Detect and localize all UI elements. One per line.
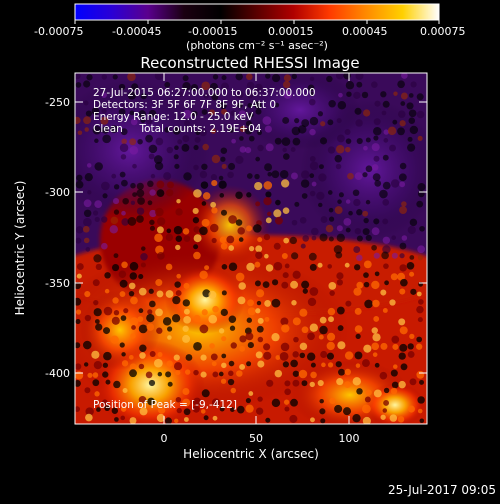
y-tick-label: -250 [45, 96, 70, 109]
x-axis-label: Heliocentric X (arcsec) [183, 447, 319, 461]
colorbar: -0.00075 -0.00045 -0.00015 0.00015 0.000… [34, 3, 466, 52]
colorbar-tick-labels: -0.00075 -0.00045 -0.00015 0.00015 0.000… [34, 25, 466, 38]
colorbar-tick-label: -0.00045 [112, 25, 161, 38]
colorbar-tick-label: 0.00045 [342, 25, 388, 38]
clean-counts-text: Clean Total counts: 2.19E+04 [93, 123, 262, 135]
peak-position-text: Position of Peak = [-9,-412] [93, 399, 237, 411]
colorbar-tick-label: -0.00075 [34, 25, 83, 38]
colorbar-tick-label: -0.00015 [188, 25, 237, 38]
colorbar-tick-label: 0.00015 [268, 25, 314, 38]
time-range-text: 27-Jul-2015 06:27:00.000 to 06:37:00.000 [93, 87, 316, 99]
plot-title: Reconstructed RHESSI Image [140, 54, 359, 72]
rhessi-image [75, 73, 427, 424]
colorbar-tick-label: 0.00075 [420, 25, 466, 38]
y-tick-label: -300 [45, 186, 70, 199]
y-tick-labels: -250 -300 -350 -400 [45, 96, 70, 380]
x-axis [163, 73, 350, 424]
colorbar-strip [74, 3, 440, 21]
detectors-text: Detectors: 3F 5F 6F 7F 8F 9F, Att 0 [93, 99, 276, 111]
y-tick-label: -400 [45, 367, 70, 380]
colorbar-ticks [74, 20, 440, 24]
y-axis [75, 101, 427, 374]
x-tick-label: 0 [161, 432, 168, 445]
x-tick-label: 100 [339, 432, 360, 445]
energy-range-text: Energy Range: 12.0 - 25.0 keV [93, 111, 254, 123]
plot-frame [74, 72, 428, 425]
footer-timestamp: 25-Jul-2017 09:05 [388, 483, 496, 497]
y-axis-label: Heliocentric Y (arcsec) [13, 181, 27, 316]
x-tick-label: 50 [249, 432, 263, 445]
colorbar-unit-label: (photons cm⁻² s⁻¹ asec⁻²) [186, 39, 328, 52]
info-annotations: 27-Jul-2015 06:27:00.000 to 06:37:00.000… [93, 87, 316, 411]
x-tick-labels: 0 50 100 [161, 432, 360, 445]
y-tick-label: -350 [45, 277, 70, 290]
